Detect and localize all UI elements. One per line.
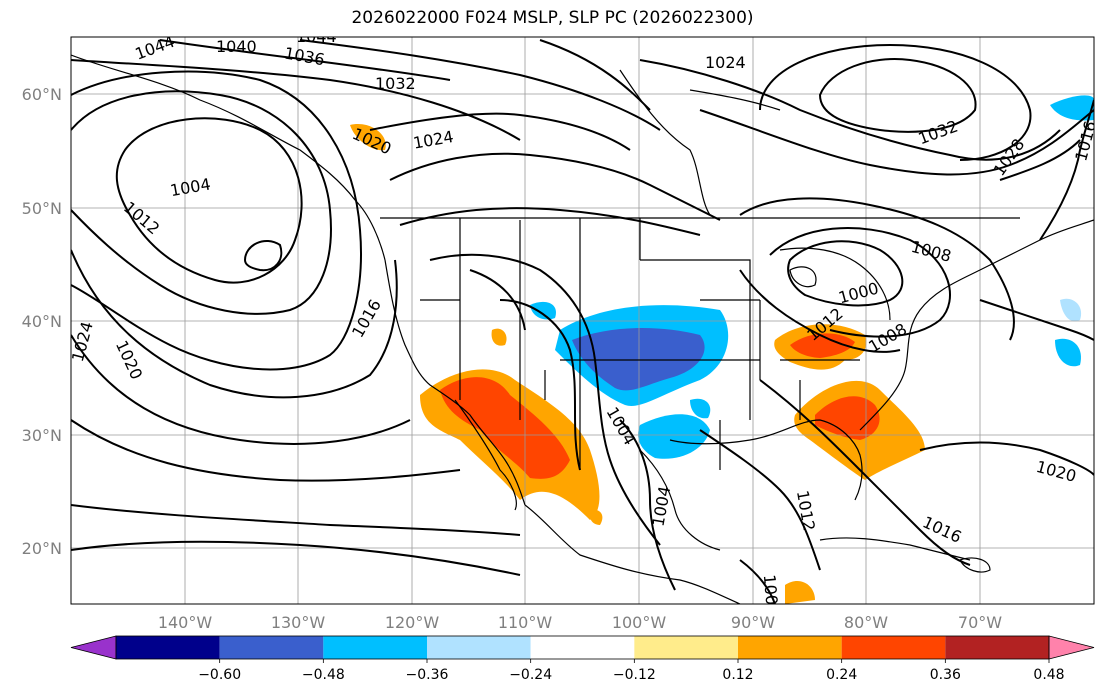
colorbar-tick-label: −0.24: [509, 667, 552, 683]
longitude-label: 140°W: [158, 613, 213, 632]
colorbar-segment: [219, 636, 324, 659]
map-frame: [70, 36, 1095, 605]
latitude-label: 60°N: [22, 85, 62, 104]
colorbar-segment: [116, 636, 220, 659]
colorbar-tick-label: 0.12: [722, 667, 753, 683]
colorbar-tick-label: 0.24: [826, 667, 857, 683]
map-area: 1044 1040 1044 1036 1032 1024 1032 1028 …: [71, 27, 1094, 616]
colorbar-tick-label: 0.36: [930, 667, 961, 683]
longitude-label: 110°W: [498, 613, 553, 632]
longitude-label: 70°W: [958, 613, 1002, 632]
colorbar-tick-label: 0.48: [1033, 667, 1064, 683]
colorbar-extend-high: [1048, 635, 1095, 660]
colorbar-segment: [530, 636, 635, 659]
colorbar-segment: [427, 636, 531, 659]
colorbar-segment: [738, 636, 842, 659]
colorbar-segment: [841, 636, 946, 659]
latitude-axis: 60°N 50°N 40°N 30°N 20°N: [22, 85, 62, 558]
latitude-label: 40°N: [22, 312, 62, 331]
colorbar-outline: [115, 635, 1050, 660]
colorbar-tick-label: −0.12: [613, 667, 656, 683]
colorbar-tick-label: −0.36: [406, 667, 449, 683]
colorbar-extend-low: [70, 635, 117, 660]
colorbar-segment: [634, 636, 738, 659]
positive-anomaly-shading: [350, 124, 925, 604]
longitude-label: 130°W: [271, 613, 326, 632]
isobar-label: 1044: [296, 27, 337, 46]
longitude-axis: 140°W 130°W 120°W 110°W 100°W 90°W 80°W …: [158, 613, 1002, 632]
latitude-label: 20°N: [22, 539, 62, 558]
isobar-label: 1040: [216, 37, 257, 56]
isobar-contours: [71, 39, 1094, 604]
isobar-label: 1032: [375, 74, 416, 93]
colorbar-tick-label: −0.60: [198, 667, 241, 683]
colorbar-tick-label: −0.48: [302, 667, 345, 683]
map-title: 2026022000 F024 MSLP, SLP PC (2026022300…: [351, 8, 754, 28]
longitude-label: 80°W: [844, 613, 888, 632]
colorbar-segment: [323, 636, 427, 659]
latitude-label: 50°N: [22, 199, 62, 218]
longitude-label: 120°W: [385, 613, 440, 632]
isobar-label: 1024: [705, 53, 746, 72]
isobar-label: 1008: [760, 574, 782, 616]
latitude-label: 30°N: [22, 426, 62, 445]
longitude-label: 100°W: [612, 613, 667, 632]
colorbar: −0.60 −0.48 −0.36 −0.24 −0.12 0.12 0.24 0.36 0.4…: [70, 635, 1095, 683]
longitude-label: 90°W: [731, 613, 775, 632]
coastlines-and-borders: [71, 54, 1094, 604]
colorbar-segment: [945, 636, 1049, 659]
